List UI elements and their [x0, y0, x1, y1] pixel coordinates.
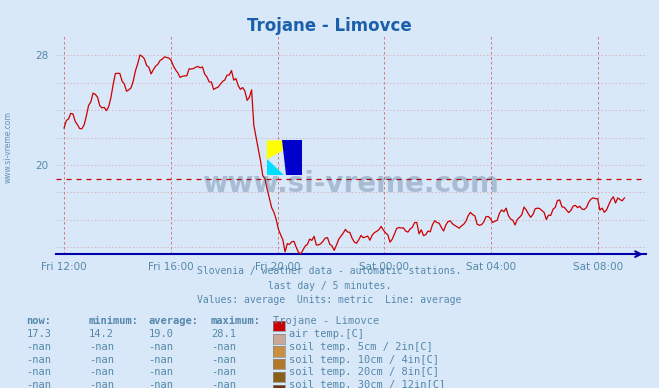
Text: now:: now:	[26, 316, 51, 326]
Text: -nan: -nan	[26, 342, 51, 352]
Polygon shape	[267, 140, 302, 159]
Text: 17.3: 17.3	[26, 329, 51, 339]
Text: www.si-vreme.com: www.si-vreme.com	[3, 111, 13, 184]
Text: 28.1: 28.1	[211, 329, 236, 339]
Text: -nan: -nan	[26, 355, 51, 365]
Text: -nan: -nan	[211, 355, 236, 365]
Text: average:: average:	[148, 316, 198, 326]
Text: last day / 5 minutes.: last day / 5 minutes.	[268, 281, 391, 291]
Text: -nan: -nan	[148, 380, 173, 388]
Text: -nan: -nan	[211, 367, 236, 378]
Text: -nan: -nan	[89, 342, 114, 352]
Text: -nan: -nan	[148, 355, 173, 365]
Text: -nan: -nan	[89, 380, 114, 388]
Text: air temp.[C]: air temp.[C]	[289, 329, 364, 339]
Text: -nan: -nan	[26, 367, 51, 378]
Text: -nan: -nan	[89, 355, 114, 365]
Text: 14.2: 14.2	[89, 329, 114, 339]
Polygon shape	[267, 159, 284, 175]
Text: Trojane - Limovce: Trojane - Limovce	[273, 316, 380, 326]
Text: 19.0: 19.0	[148, 329, 173, 339]
Text: -nan: -nan	[26, 380, 51, 388]
Text: Trojane - Limovce: Trojane - Limovce	[247, 17, 412, 35]
Text: -nan: -nan	[148, 342, 173, 352]
Text: Values: average  Units: metric  Line: average: Values: average Units: metric Line: aver…	[197, 295, 462, 305]
Text: Slovenia / weather data - automatic stations.: Slovenia / weather data - automatic stat…	[197, 266, 462, 276]
Text: minimum:: minimum:	[89, 316, 139, 326]
Text: soil temp. 10cm / 4in[C]: soil temp. 10cm / 4in[C]	[289, 355, 439, 365]
Text: maximum:: maximum:	[211, 316, 261, 326]
Text: -nan: -nan	[148, 367, 173, 378]
Text: -nan: -nan	[211, 342, 236, 352]
Text: -nan: -nan	[89, 367, 114, 378]
Polygon shape	[283, 140, 302, 175]
Text: soil temp. 30cm / 12in[C]: soil temp. 30cm / 12in[C]	[289, 380, 445, 388]
Text: soil temp. 20cm / 8in[C]: soil temp. 20cm / 8in[C]	[289, 367, 439, 378]
Text: -nan: -nan	[211, 380, 236, 388]
Text: www.si-vreme.com: www.si-vreme.com	[202, 170, 500, 198]
Text: soil temp. 5cm / 2in[C]: soil temp. 5cm / 2in[C]	[289, 342, 432, 352]
